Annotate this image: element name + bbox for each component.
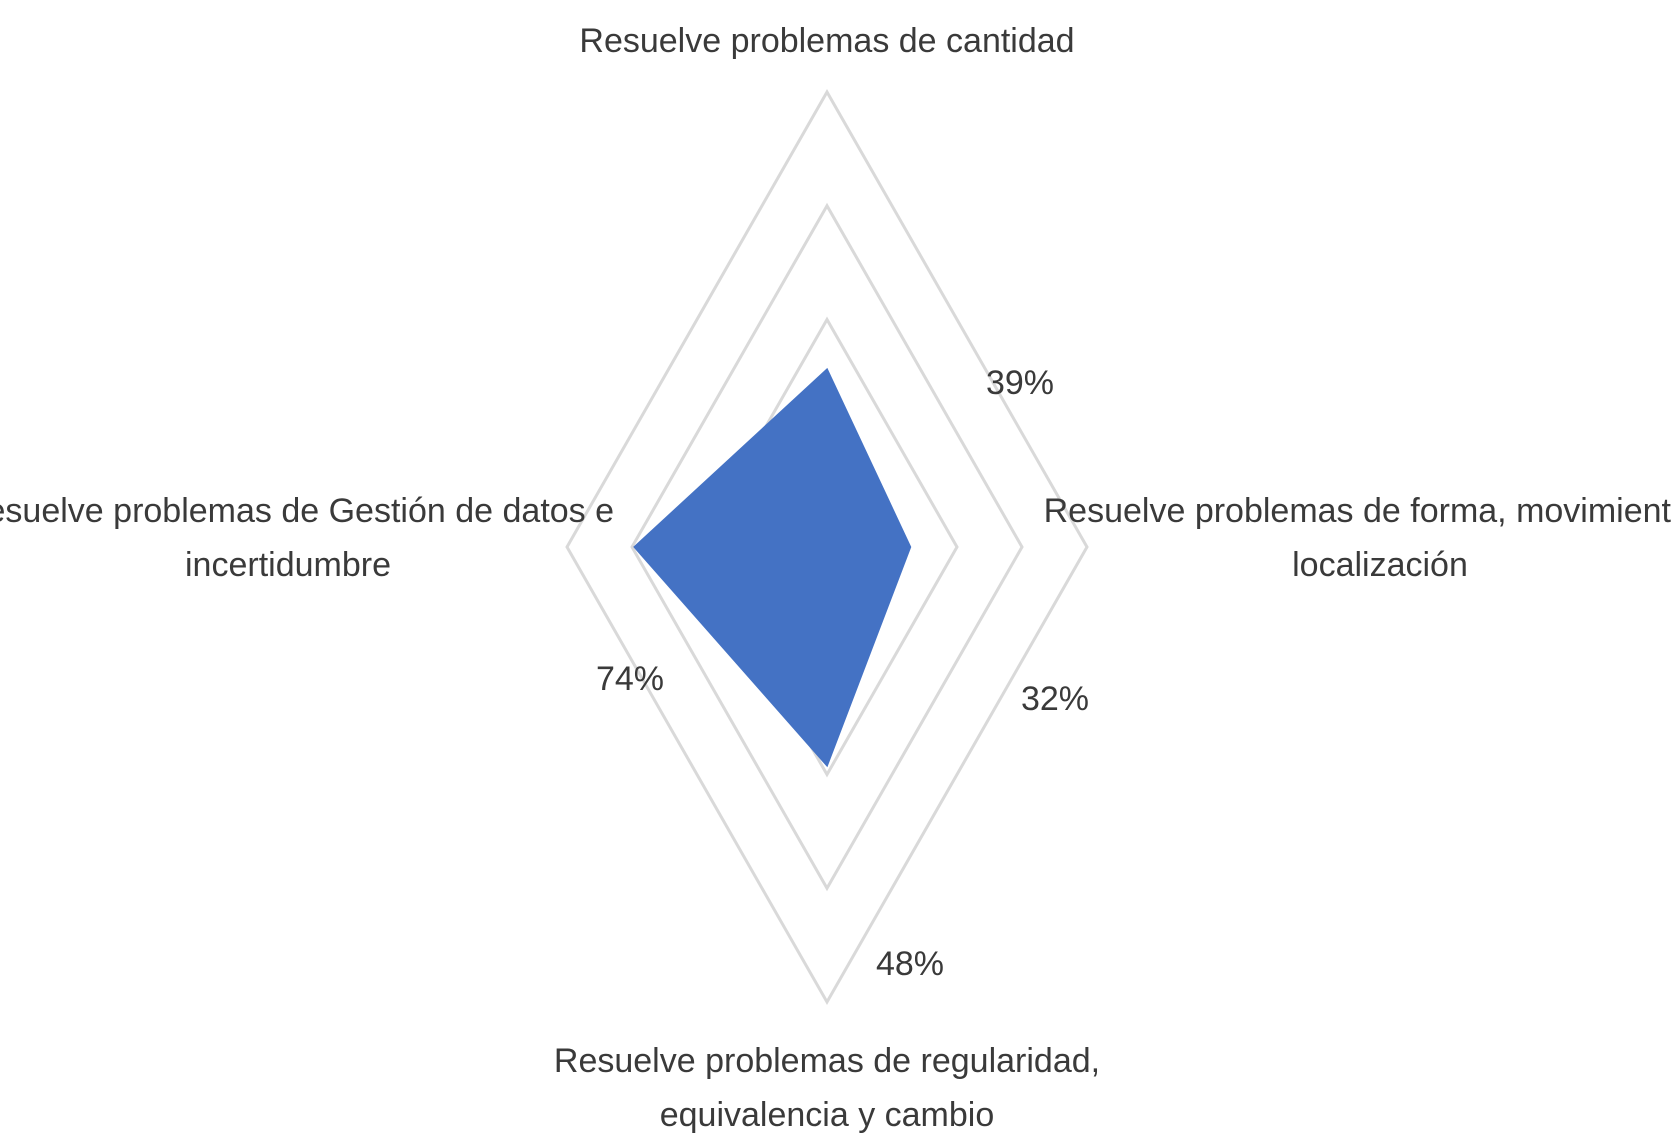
axis-label-3: Resuelve problemas de regularidad, equiva… [554, 1042, 1100, 1134]
axis-label-1-line-1: Resuelve problemas de cantidad [579, 22, 1074, 60]
axis-label-3-line-1: Resuelve problemas de regularidad, [554, 1042, 1100, 1080]
data-label-2: 32% [1021, 680, 1089, 718]
label-layer: Resuelve problemas de cantidad Resuelve p… [0, 22, 1672, 1134]
axis-label-2: Resuelve problemas de forma, movimiento … [1044, 492, 1672, 584]
gridline-3 [630, 202, 1024, 892]
series-layer [633, 367, 912, 768]
axis-label-4: Resuelve problemas de Gestión de datos e… [0, 492, 614, 584]
data-label-1: 39% [986, 364, 1054, 402]
data-label-4: 74% [596, 660, 664, 698]
series-area [633, 367, 912, 768]
gridline-4 [565, 88, 1089, 1006]
axis-label-4-line-1: Resuelve problemas de Gestión de datos e [0, 492, 614, 530]
data-label-3: 48% [876, 945, 944, 983]
axis-label-3-line-2: equivalencia y cambio [660, 1096, 995, 1134]
axis-label-2-line-1: Resuelve problemas de forma, movimiento … [1044, 492, 1672, 530]
axis-label-4-line-2: incertidumbre [185, 546, 391, 584]
axis-label-1: Resuelve problemas de cantidad [579, 22, 1074, 60]
axis-label-2-line-2: localización [1292, 546, 1468, 584]
